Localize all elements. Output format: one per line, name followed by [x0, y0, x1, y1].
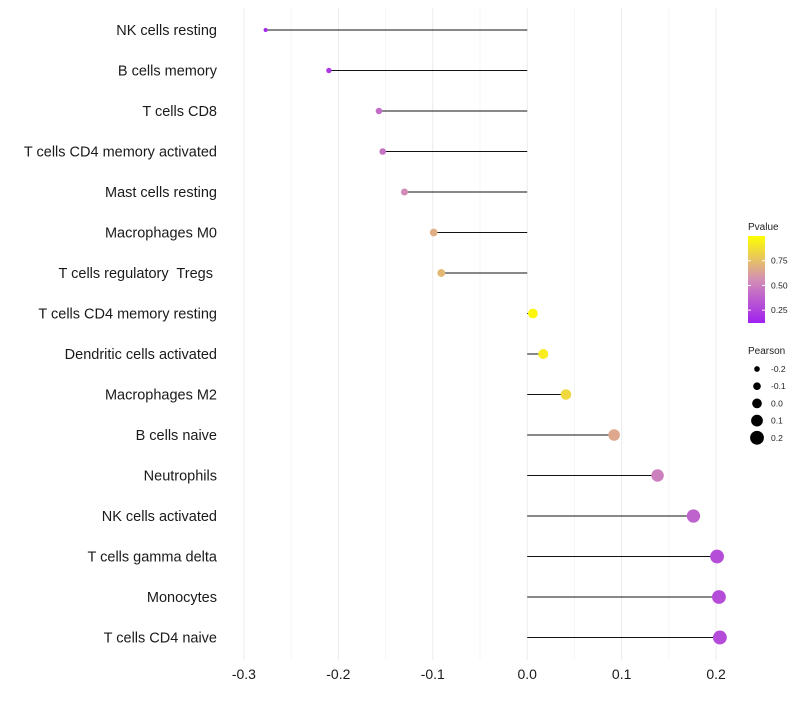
legend-pvalue: Pvalue 0.25 0.50 0.75	[748, 222, 788, 323]
y-tick-label: NK cells activated	[102, 509, 217, 525]
legend-pvalue-title: Pvalue	[748, 222, 779, 233]
legend-pvalue-ticks: 0.25 0.50 0.75	[748, 256, 788, 315]
legend-pvalue-tick-label: 0.25	[771, 305, 788, 315]
y-tick-label: Monocytes	[147, 590, 217, 606]
legend-pearson-label: 0.2	[771, 433, 783, 443]
y-tick-label: Dendritic cells activated	[65, 347, 217, 363]
lollipop-point	[686, 509, 701, 523]
x-tick-label: 0.0	[517, 666, 537, 682]
lollipop-point	[538, 348, 549, 360]
legend-pearson-dot	[751, 414, 763, 427]
legend-pvalue-colorbar	[748, 236, 765, 323]
x-tick-label: 0.2	[706, 666, 726, 682]
y-tick-label: Macrophages M2	[105, 388, 217, 404]
y-tick-label: T cells CD4 memory activated	[24, 145, 217, 161]
legend-pearson-dot	[752, 398, 762, 409]
x-tick-label: 0.1	[612, 666, 632, 682]
x-tick-label: -0.3	[232, 666, 256, 682]
y-tick-label: T cells regulatory Tregs	[59, 266, 218, 282]
y-tick-label: Neutrophils	[144, 469, 217, 485]
legend-pearson-dot	[754, 366, 760, 372]
lollipop-point	[560, 389, 572, 400]
y-tick-label: T cells CD4 naive	[104, 631, 217, 647]
y-tick-label: Macrophages M0	[105, 226, 217, 242]
legend-pvalue-tick-label: 0.75	[771, 256, 788, 266]
legend-pearson-label: -0.2	[771, 364, 786, 374]
dot-layer	[263, 27, 727, 645]
legend-pearson-dot	[753, 382, 761, 391]
lollipop-point	[375, 107, 383, 115]
lollipop-point	[379, 148, 387, 155]
x-tick-label: -0.1	[421, 666, 445, 682]
legend-pearson-title: Pearson	[748, 346, 785, 357]
lollipop-point	[326, 67, 332, 74]
legend-pearson-dot	[750, 430, 764, 445]
lollipop-point	[429, 228, 438, 237]
lollipop-point	[712, 630, 727, 645]
legend-pvalue-tick-label: 0.50	[771, 280, 788, 290]
lollipop-point	[437, 269, 446, 277]
y-tick-label: T cells CD4 memory resting	[38, 307, 217, 323]
y-tick-label: B cells naive	[136, 428, 217, 444]
y-tick-labels: NK cells resting B cells memory T cells CD…	[24, 23, 218, 647]
x-tick-label: -0.2	[326, 666, 350, 682]
y-tick-label: T cells CD8	[142, 104, 217, 120]
lollipop-point	[400, 188, 408, 196]
lollipop-point	[651, 469, 664, 482]
lollipop-point	[608, 429, 620, 441]
lollipop-point	[527, 308, 538, 319]
grid-layer	[243, 8, 717, 660]
legend-pearson: Pearson -0.2 -0.1 0.0 0.1 0.2	[748, 346, 786, 445]
y-tick-label: Mast cells resting	[105, 185, 217, 201]
stem-layer	[265, 29, 720, 638]
legend-pearson-label: 0.1	[771, 416, 783, 426]
lollipop-point	[712, 590, 726, 604]
legend-pearson-label: -0.1	[771, 381, 786, 391]
lollipop-point	[710, 549, 724, 564]
legend-pearson-label: 0.0	[771, 398, 783, 408]
legend-pearson-items: -0.2 -0.1 0.0 0.1 0.2	[750, 364, 786, 445]
y-tick-label: NK cells resting	[116, 23, 217, 39]
lollipop-point	[263, 27, 268, 33]
y-tick-label: T cells gamma delta	[88, 550, 218, 566]
y-tick-label: B cells memory	[118, 64, 218, 80]
x-tick-labels: -0.3 -0.2 -0.1 0.0 0.1 0.2	[232, 666, 726, 682]
